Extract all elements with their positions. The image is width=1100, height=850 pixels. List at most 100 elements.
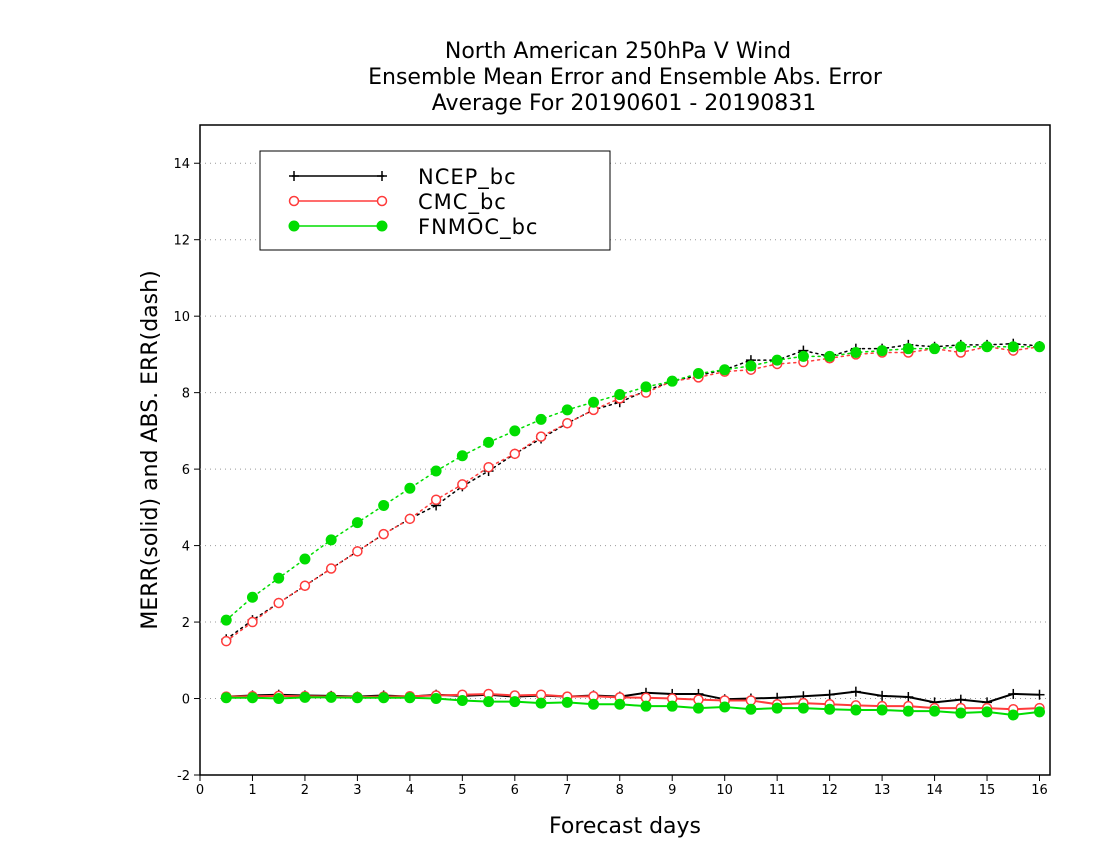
merr-point-fnmoc-bc xyxy=(325,691,337,703)
x-tick-label: 9 xyxy=(668,783,676,798)
merr-point-ncep-bc xyxy=(1034,689,1045,700)
abs-err-point-fnmoc-bc xyxy=(351,517,363,529)
y-tick-label: 14 xyxy=(173,157,190,172)
merr-point-fnmoc-bc xyxy=(981,706,993,718)
merr-point-fnmoc-bc xyxy=(1007,709,1019,721)
merr-point-fnmoc-bc xyxy=(797,702,809,714)
abs-err-point-cmc-bc xyxy=(299,580,311,591)
abs-err-point-fnmoc-bc xyxy=(561,404,573,416)
abs-err-point-fnmoc-bc xyxy=(955,341,967,353)
x-tick-label: 3 xyxy=(353,783,361,798)
abs-err-point-fnmoc-bc xyxy=(692,368,704,380)
merr-point-fnmoc-bc xyxy=(692,702,704,714)
abs-err-point-fnmoc-bc xyxy=(509,425,521,437)
abs-err-point-fnmoc-bc xyxy=(588,396,600,408)
merr-point-fnmoc-bc xyxy=(351,692,363,704)
x-tick-label: 12 xyxy=(821,783,838,798)
abs-err-point-fnmoc-bc xyxy=(246,591,258,603)
abs-err-point-fnmoc-bc xyxy=(902,343,914,355)
legend-item-cmc-bc: CMC_bc xyxy=(288,190,507,215)
abs-err-point-fnmoc-bc xyxy=(483,436,495,448)
legend-item-fnmoc-bc: FNMOC_bc xyxy=(288,215,537,240)
x-tick-label: 11 xyxy=(769,783,786,798)
legend-item-ncep-bc: NCEP_bc xyxy=(289,165,517,190)
merr-point-fnmoc-bc xyxy=(614,698,626,710)
x-tick-label: 7 xyxy=(563,783,571,798)
merr-point-cmc-bc xyxy=(745,695,757,706)
merr-point-fnmoc-bc xyxy=(666,700,678,712)
y-tick-label: 2 xyxy=(182,616,190,631)
y-tick-label: 6 xyxy=(182,463,190,478)
merr-point-fnmoc-bc xyxy=(561,696,573,708)
y-tick-label: 10 xyxy=(173,310,190,325)
merr-line-cmc-bc xyxy=(226,692,1040,711)
abs-err-point-fnmoc-bc xyxy=(640,381,652,393)
merr-point-fnmoc-bc xyxy=(430,693,442,705)
x-tick-label: 10 xyxy=(716,783,733,798)
abs-err-point-cmc-bc xyxy=(509,448,521,460)
abs-err-point-fnmoc-bc xyxy=(273,572,285,584)
merr-point-fnmoc-bc xyxy=(404,692,416,704)
chart-title-line-1: North American 250hPa V Wind xyxy=(445,39,791,64)
merr-point-fnmoc-bc xyxy=(929,705,941,717)
abs-err-point-cmc-bc xyxy=(325,563,337,574)
abs-err-point-fnmoc-bc xyxy=(876,345,888,357)
abs-err-point-fnmoc-bc xyxy=(824,350,836,362)
abs-err-point-cmc-bc xyxy=(247,616,258,628)
abs-err-point-fnmoc-bc xyxy=(430,465,442,477)
abs-err-point-fnmoc-bc xyxy=(325,534,337,546)
abs-err-point-fnmoc-bc xyxy=(535,413,547,425)
x-tick-label: 5 xyxy=(458,783,466,798)
legend-marker xyxy=(289,171,299,181)
abs-err-point-fnmoc-bc xyxy=(299,553,311,565)
abs-err-point-fnmoc-bc xyxy=(929,343,941,355)
x-tick-label: 13 xyxy=(874,783,891,798)
y-tick-label: 12 xyxy=(173,234,190,249)
merr-point-ncep-bc xyxy=(877,690,888,701)
abs-err-point-fnmoc-bc xyxy=(456,450,468,462)
abs-err-point-cmc-bc xyxy=(430,494,442,505)
merr-point-ncep-bc xyxy=(824,689,835,700)
abs-err-line-cmc-bc xyxy=(225,346,1041,642)
series-ncep-bc xyxy=(221,338,1045,708)
abs-err-point-fnmoc-bc xyxy=(1034,341,1046,353)
series xyxy=(220,338,1046,721)
merr-point-fnmoc-bc xyxy=(640,700,652,712)
merr-point-fnmoc-bc xyxy=(1034,706,1046,718)
merr-point-fnmoc-bc xyxy=(745,703,757,715)
legend-marker xyxy=(376,195,388,207)
abs-err-point-cmc-bc xyxy=(562,417,573,429)
merr-point-fnmoc-bc xyxy=(955,707,967,719)
abs-err-point-fnmoc-bc xyxy=(1007,341,1019,353)
x-tick-label: 15 xyxy=(979,783,996,798)
y-tick-label: 8 xyxy=(182,387,190,402)
abs-err-line-fnmoc-bc xyxy=(225,346,1041,621)
merr-point-fnmoc-bc xyxy=(378,692,390,704)
legend-label: CMC_bc xyxy=(418,190,507,215)
abs-err-point-cmc-bc xyxy=(378,528,389,540)
merr-point-fnmoc-bc xyxy=(246,692,258,704)
x-tick-label: 1 xyxy=(248,783,256,798)
y-tick-label: -2 xyxy=(177,769,190,784)
merr-point-fnmoc-bc xyxy=(273,693,285,705)
abs-err-point-cmc-bc xyxy=(352,546,363,557)
merr-point-ncep-bc xyxy=(903,692,914,702)
abs-err-point-fnmoc-bc xyxy=(378,499,390,511)
abs-err-point-fnmoc-bc xyxy=(797,350,809,362)
abs-err-point-fnmoc-bc xyxy=(771,354,783,366)
abs-err-point-cmc-bc xyxy=(535,431,547,442)
abs-err-point-fnmoc-bc xyxy=(719,364,731,376)
y-tick-label: 0 xyxy=(182,693,190,708)
abs-err-point-cmc-bc xyxy=(273,597,284,609)
merr-point-fnmoc-bc xyxy=(483,696,495,708)
legend-label: NCEP_bc xyxy=(418,165,517,190)
merr-point-fnmoc-bc xyxy=(902,705,914,717)
chart-title-line-2: Ensemble Mean Error and Ensemble Abs. Er… xyxy=(368,65,883,90)
abs-err-point-cmc-bc xyxy=(457,479,468,490)
merr-point-fnmoc-bc xyxy=(299,691,311,703)
abs-err-point-cmc-bc xyxy=(220,635,232,647)
abs-err-point-cmc-bc xyxy=(404,513,416,525)
merr-point-fnmoc-bc xyxy=(456,694,468,706)
